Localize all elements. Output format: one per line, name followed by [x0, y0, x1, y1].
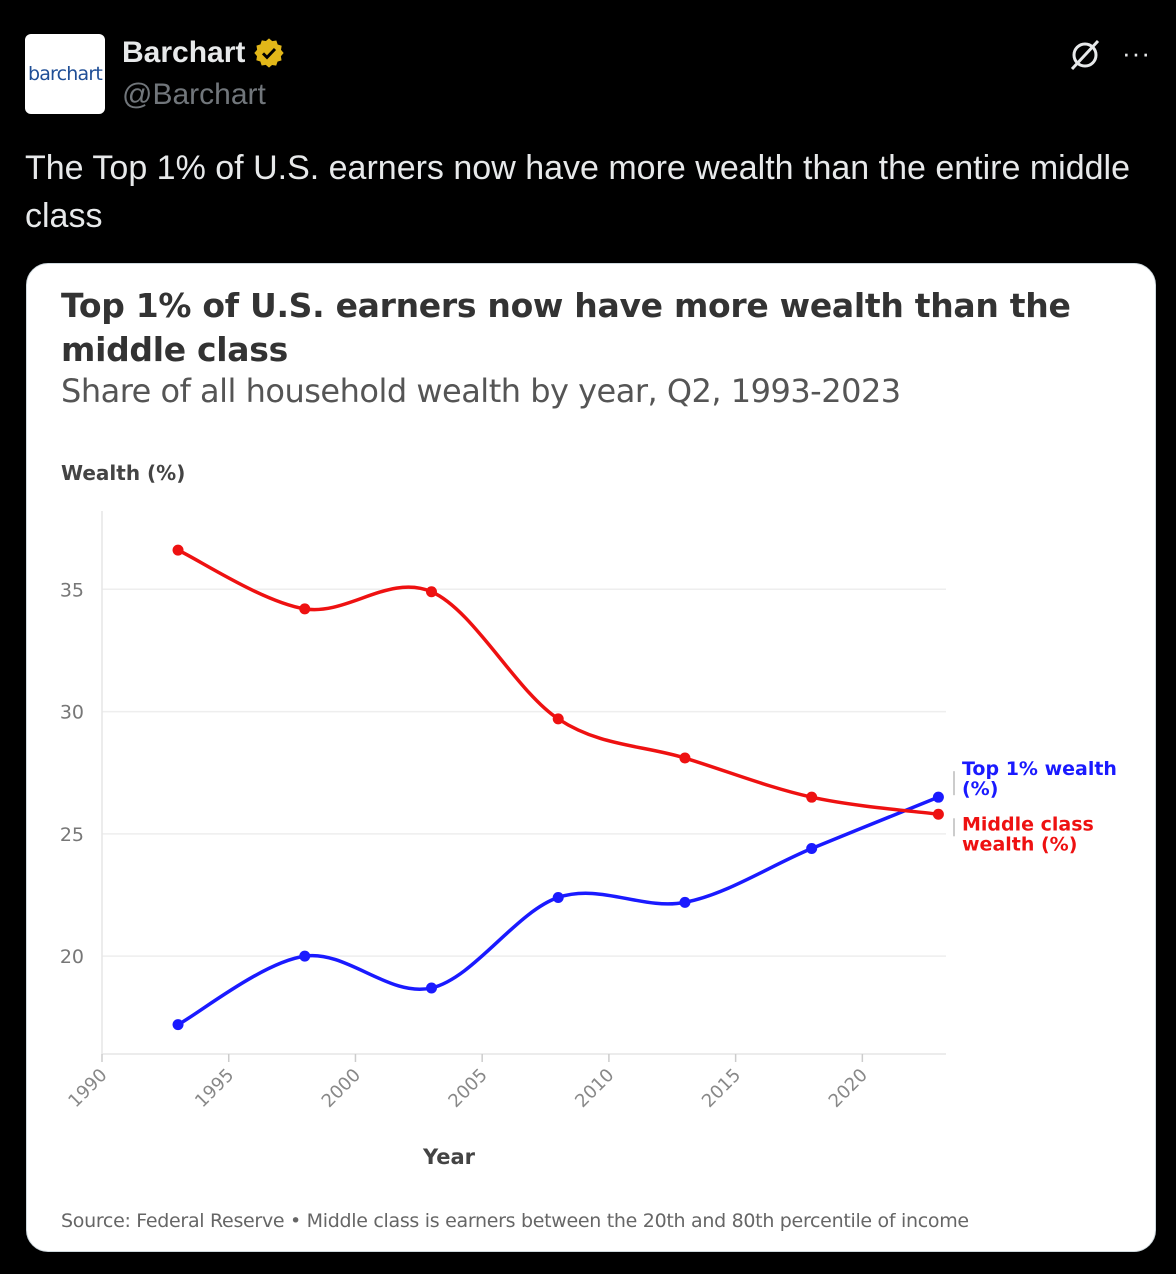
y-axis-label: Wealth (%): [61, 461, 186, 485]
data-point: [172, 544, 184, 556]
data-point: [552, 713, 564, 725]
avatar[interactable]: barchart: [25, 34, 105, 114]
data-point: [299, 950, 311, 962]
x-tick-label: 1990: [64, 1065, 111, 1112]
data-point: [425, 982, 437, 994]
chart-subtitle: Share of all household wealth by year, Q…: [61, 372, 901, 410]
grok-icon[interactable]: [1067, 37, 1103, 73]
data-point: [172, 1019, 184, 1031]
y-tick-label: 20: [60, 946, 84, 968]
x-tick-label: 2010: [571, 1065, 618, 1112]
data-point: [679, 752, 691, 764]
x-tick-label: 2020: [825, 1065, 872, 1112]
x-tick-label: 2005: [444, 1065, 491, 1112]
y-tick-label: 35: [60, 579, 84, 601]
data-point: [932, 791, 944, 803]
line-chart: 20 25 30 35 1990 1995 2000 2005 2010 2015 2020 Year…: [60, 511, 1117, 1169]
x-tick-label: 1995: [191, 1065, 238, 1112]
series-line-0: [177, 795, 940, 1027]
data-point: [932, 808, 944, 820]
more-icon[interactable]: ···: [1122, 38, 1151, 68]
data-point: [425, 586, 437, 598]
handle[interactable]: @Barchart: [122, 78, 266, 111]
data-point: [552, 891, 564, 903]
legend-label: Top 1% wealth (%): [962, 758, 1117, 800]
data-point: [679, 896, 691, 908]
chart-source: Source: Federal Reserve • Middle class i…: [61, 1210, 969, 1232]
x-tick-label: 2015: [698, 1065, 745, 1112]
legend-label: Middle class wealth (%): [962, 813, 1094, 855]
display-name[interactable]: Barchart: [122, 36, 246, 69]
x-tick-label: 2000: [318, 1065, 365, 1112]
x-axis-label: Year: [422, 1145, 476, 1169]
data-point: [299, 603, 311, 615]
verified-badge-icon: [254, 38, 285, 68]
data-point: [806, 843, 818, 855]
chart-title: Top 1% of U.S. earners now have more wea…: [61, 286, 1071, 369]
data-point: [806, 791, 818, 803]
y-tick-label: 25: [60, 824, 84, 846]
display-name-row[interactable]: Barchart: [122, 36, 285, 70]
avatar-logo-text: barchart: [27, 63, 103, 85]
tweet-text: The Top 1% of U.S. earners now have more…: [25, 149, 1130, 235]
chart-card[interactable]: Top 1% of U.S. earners now have more wea…: [26, 263, 1156, 1252]
y-tick-label: 30: [60, 702, 84, 724]
